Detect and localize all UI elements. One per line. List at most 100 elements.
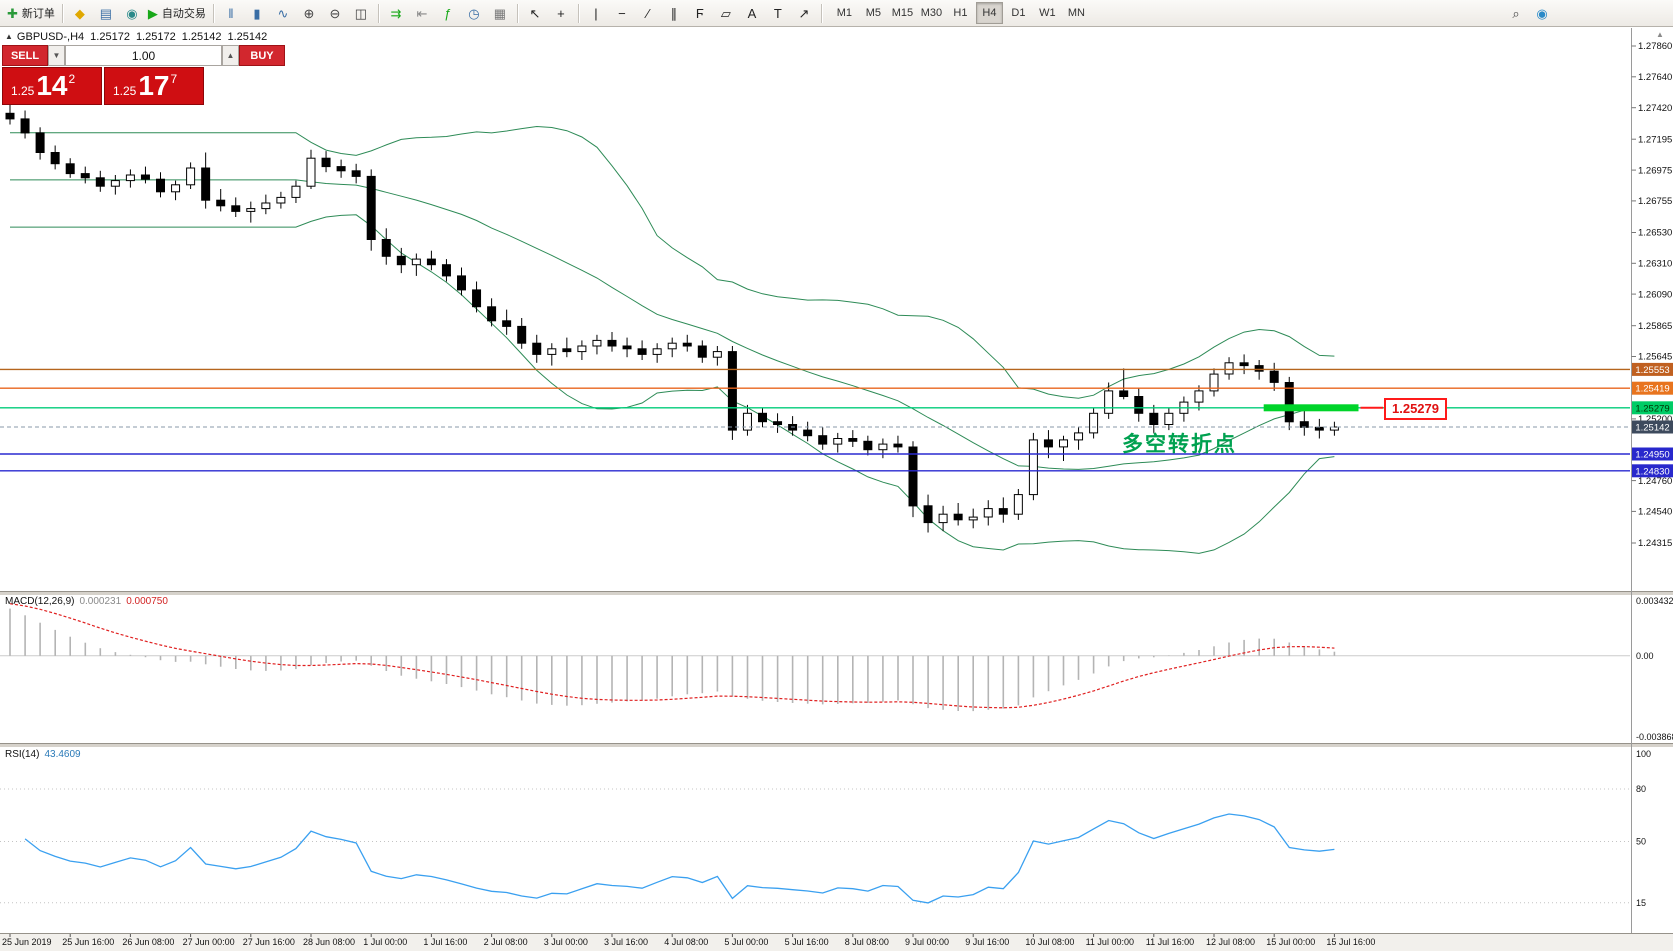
svg-text:1.25200: 1.25200 (1638, 414, 1672, 425)
market-watch-button[interactable]: ◆ (67, 2, 93, 24)
toolbar-separator (61, 3, 63, 23)
scale-scroll-icon[interactable]: ▲ (1656, 30, 1664, 39)
timeframe-h4-button[interactable]: H4 (975, 2, 1003, 24)
text-label-button[interactable]: T (765, 2, 791, 24)
search-icon: ⌕ (1512, 5, 1520, 21)
timeframe-w1-button[interactable]: W1 (1039, 7, 1056, 19)
svg-text:1.24760: 1.24760 (1638, 476, 1672, 487)
channel-button[interactable]: ∥ (661, 2, 687, 24)
tile-windows-icon: ◫ (354, 5, 368, 21)
arrows-icon: ↗ (798, 5, 810, 21)
svg-text:5 Jul 00:00: 5 Jul 00:00 (724, 937, 768, 947)
new-order-label: 新订单 (21, 8, 55, 20)
buy-button[interactable]: BUY (239, 45, 285, 66)
ohlc-open: 1.25172 (90, 31, 130, 43)
rsi-indicator-label: RSI(14) 43.4609 (5, 749, 81, 760)
arrows-button[interactable]: ↗ (791, 2, 817, 24)
timeframe-m5-button[interactable]: M5 (865, 7, 882, 19)
ohlc-low: 1.25142 (181, 31, 222, 43)
horizontal-line-icon: − (618, 5, 626, 21)
svg-text:100: 100 (1636, 749, 1651, 759)
timeframe-mn-button[interactable]: MN (1067, 7, 1085, 19)
svg-text:1.25645: 1.25645 (1638, 352, 1672, 363)
candlesticks (5, 102, 1339, 533)
horizontal-line-button[interactable]: − (609, 2, 635, 24)
chart-shift-button[interactable]: ⇤ (409, 2, 435, 24)
volume-decrease-button[interactable]: ▼ (48, 45, 65, 66)
text-button[interactable]: A (739, 2, 765, 24)
bar-chart-button[interactable]: ‖ (218, 2, 244, 24)
zoom-out-icon: ⊖ (329, 5, 341, 21)
line-chart-button[interactable]: ∿ (270, 2, 296, 24)
rsi-name: RSI(14) (5, 749, 40, 760)
macd-indicator-label: MACD(12,26,9) 0.000231 0.000750 (5, 596, 168, 607)
search-button[interactable]: ⌕ (1503, 2, 1529, 24)
svg-text:26 Jun 08:00: 26 Jun 08:00 (122, 937, 174, 947)
zoom-in-button[interactable]: ⊕ (296, 2, 322, 24)
svg-text:12 Jul 08:00: 12 Jul 08:00 (1206, 937, 1255, 947)
svg-text:27 Jun 16:00: 27 Jun 16:00 (243, 937, 295, 947)
vertical-line-icon: | (594, 5, 598, 21)
help-button[interactable]: ◉ (1529, 2, 1555, 24)
buy-price-big: 17 (138, 70, 170, 101)
toolbar-separator (377, 3, 379, 23)
fibonacci-icon: Ϝ (695, 5, 704, 21)
volume-input[interactable] (65, 45, 222, 66)
zoom-out-button[interactable]: ⊖ (322, 2, 348, 24)
svg-text:1.24315: 1.24315 (1638, 538, 1672, 549)
data-window-button[interactable]: ▤ (93, 2, 119, 24)
trendline-button[interactable]: ∕ (635, 2, 661, 24)
crosshair-button[interactable]: + (548, 2, 574, 24)
vertical-line-button[interactable]: | (583, 2, 609, 24)
chevron-down-icon: ▼ (52, 51, 61, 60)
cursor-button[interactable]: ↖ (522, 2, 548, 24)
toolbar: ✚ 新订单 ◆ ▤ ◉ ▶ 自动交易 ‖ ▮ ∿ ⊕ ⊖ ◫ ⇉ ⇤ ƒ ◷ ▦ ↖ + | − ∕ ∥ Ϝ ▱ A T ↗ M1 M5 M… (0, 0, 1673, 27)
svg-text:1.25419: 1.25419 (1635, 384, 1669, 395)
new-order-button[interactable]: ✚ 新订单 (4, 2, 58, 24)
timeframe-m30-button[interactable]: M30 (920, 7, 943, 19)
periods-icon: ◷ (468, 5, 480, 21)
one-click-collapse-icon[interactable]: ▲ (5, 32, 13, 41)
timeframe-m1-button[interactable]: M1 (836, 7, 853, 19)
toolbar-separator (212, 3, 214, 23)
sell-price-big: 14 (36, 70, 68, 101)
svg-text:1.27420: 1.27420 (1638, 103, 1672, 114)
timeframe-d1-button[interactable]: D1 (1011, 7, 1026, 19)
svg-text:-0.003868: -0.003868 (1636, 732, 1673, 742)
svg-text:9 Jul 00:00: 9 Jul 00:00 (905, 937, 949, 947)
indicators-button[interactable]: ƒ (435, 2, 461, 24)
price-callout-label[interactable]: 1.25279 (1384, 398, 1447, 420)
periods-button[interactable]: ◷ (461, 2, 487, 24)
price-scale: 1.27860 1.27640 1.27420 1.27195 1.26975 1.267… (1631, 28, 1673, 933)
fibonacci-button[interactable]: Ϝ (687, 2, 713, 24)
navigator-button[interactable]: ◉ (119, 2, 145, 24)
horizontal-levels (0, 368, 1630, 472)
sell-button[interactable]: SELL (2, 45, 48, 66)
tile-windows-button[interactable]: ◫ (348, 2, 374, 24)
timeframe-h1-button[interactable]: H1 (953, 7, 968, 19)
svg-text:11 Jul 16:00: 11 Jul 16:00 (1146, 937, 1194, 947)
macd-main-value: 0.000231 (79, 596, 122, 607)
auto-scroll-button[interactable]: ⇉ (383, 2, 409, 24)
text-label-icon: T (773, 5, 782, 21)
svg-text:50: 50 (1636, 837, 1646, 847)
svg-text:1.27860: 1.27860 (1638, 41, 1672, 52)
shapes-button[interactable]: ▱ (713, 2, 739, 24)
shapes-icon: ▱ (720, 5, 731, 21)
svg-text:15 Jul 16:00: 15 Jul 16:00 (1326, 937, 1375, 947)
panel-separators (0, 591, 1673, 748)
svg-text:3 Jul 16:00: 3 Jul 16:00 (604, 937, 648, 947)
zoom-in-icon: ⊕ (303, 5, 315, 21)
volume-increase-button[interactable]: ▲ (222, 45, 239, 66)
candlestick-chart-button[interactable]: ▮ (244, 2, 270, 24)
svg-text:0.003432: 0.003432 (1636, 596, 1673, 606)
sell-price-box[interactable]: 1.25 14 2 (2, 67, 102, 105)
candlestick-chart-icon: ▮ (253, 5, 261, 21)
timeframe-m15-button[interactable]: M15 (891, 7, 914, 19)
autotrading-button[interactable]: ▶ 自动交易 (145, 2, 209, 24)
bollinger-bands (10, 125, 1335, 554)
buy-price-box[interactable]: 1.25 17 7 (104, 67, 204, 105)
templates-button[interactable]: ▦ (487, 2, 513, 24)
